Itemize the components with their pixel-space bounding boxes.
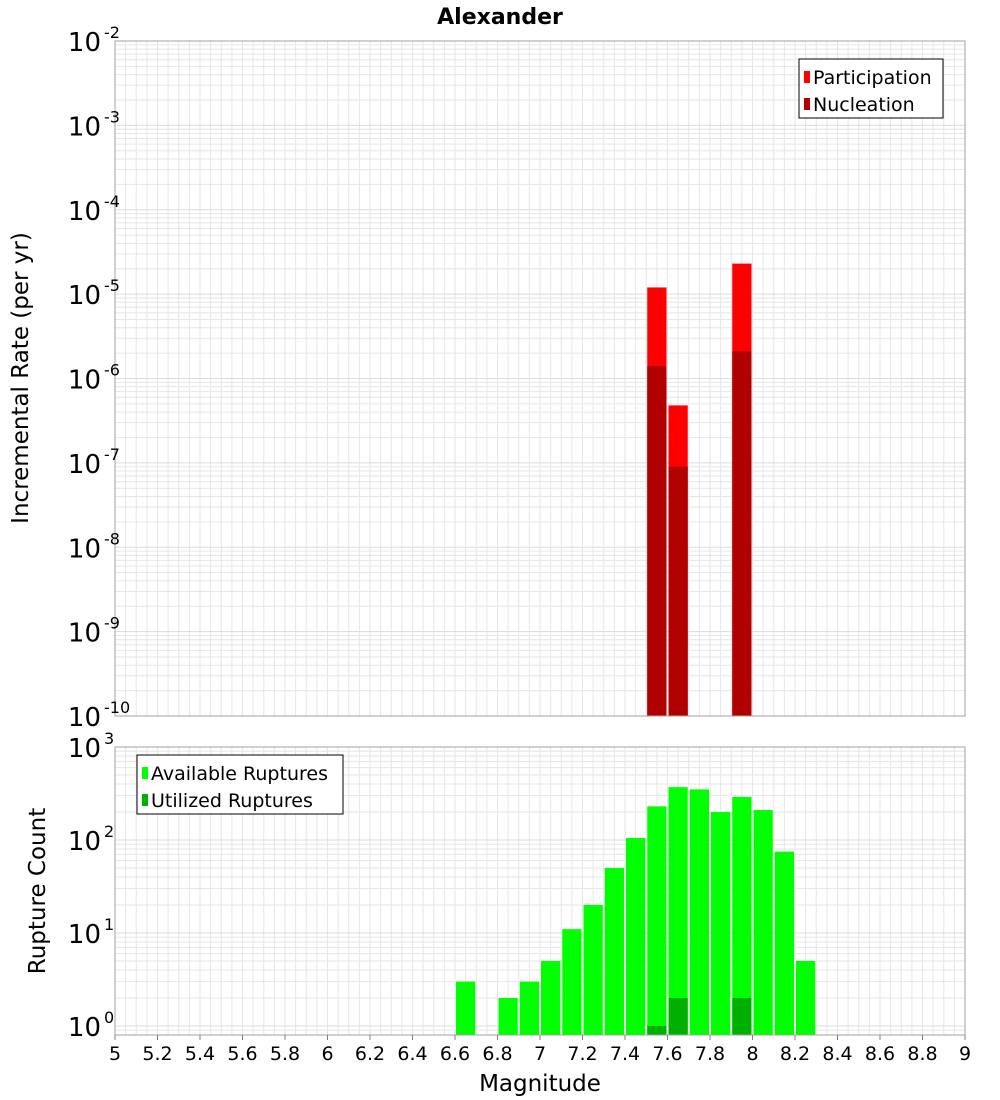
- x-tick-label: 6: [321, 1043, 333, 1065]
- y-tick-label: 10: [68, 827, 101, 857]
- legend-label: Available Ruptures: [151, 763, 328, 785]
- y-tick-label: 10: [68, 197, 101, 227]
- y-tick-label: 10: [68, 28, 101, 58]
- available-ruptures-bar: [668, 787, 688, 1035]
- count-panel-bars: [456, 787, 816, 1035]
- rate-panel: 10-210-310-410-510-610-710-810-910-10 In…: [8, 23, 966, 733]
- y-tick-label: 10: [68, 112, 101, 142]
- y-tick-exponent: -9: [104, 614, 120, 633]
- x-tick-label: 5.6: [227, 1043, 257, 1065]
- nucleation-bar: [668, 466, 688, 716]
- available-ruptures-bar: [626, 838, 646, 1035]
- legend-box: [136, 754, 344, 815]
- y-tick-label: 10: [68, 703, 101, 733]
- utilized-ruptures-bar: [647, 1025, 667, 1035]
- legend-label: Utilized Ruptures: [151, 790, 313, 812]
- x-tick-label: 8.2: [780, 1043, 810, 1065]
- y-tick-exponent: 1: [104, 915, 114, 934]
- rate-panel-frame: [114, 40, 966, 717]
- legend-label: Participation: [813, 67, 932, 89]
- rate-panel-y-axis-label: Incremental Rate (per yr): [8, 232, 34, 524]
- y-tick-label: 10: [68, 450, 101, 480]
- y-tick-label: 10: [68, 1013, 101, 1043]
- rate-panel-bars: [647, 263, 752, 716]
- y-tick-exponent: -6: [104, 361, 120, 380]
- y-tick-label: 10: [68, 619, 101, 649]
- rate-panel-y-ticks: 10-210-310-410-510-610-710-810-910-10: [68, 23, 130, 733]
- x-tick-label: 9: [959, 1043, 971, 1065]
- available-ruptures-bar: [796, 960, 816, 1035]
- y-tick-label: 10: [68, 281, 101, 311]
- legend-swatch: [142, 794, 148, 806]
- available-ruptures-bar: [732, 796, 752, 1035]
- x-tick-label: 5.8: [270, 1043, 300, 1065]
- y-tick-exponent: -2: [104, 23, 120, 42]
- y-tick-exponent: -4: [104, 192, 120, 211]
- x-tick-label: 7.2: [567, 1043, 597, 1065]
- y-tick-exponent: 2: [104, 822, 114, 841]
- x-axis-ticks: 5 5.2 5.4 5.6 5.8 6 6.2 6.4 6.6 6.8 7 7.2 7.4 7.6 7.8 8…: [109, 1035, 971, 1065]
- chart-title: Alexander: [437, 5, 563, 30]
- rate-panel-legend: Participation Nucleation: [798, 58, 944, 119]
- x-tick-label: 8.4: [822, 1043, 852, 1065]
- x-tick-label: 5.2: [142, 1043, 172, 1065]
- y-tick-label: 10: [68, 534, 101, 564]
- y-tick-exponent: -5: [104, 276, 120, 295]
- available-ruptures-bar: [456, 981, 476, 1035]
- x-tick-label: 8.8: [907, 1043, 937, 1065]
- available-ruptures-bar: [604, 867, 624, 1035]
- count-panel-legend: Available Ruptures Utilized Ruptures: [136, 754, 344, 815]
- x-tick-label: 6.6: [440, 1043, 470, 1065]
- nucleation-bar: [647, 366, 667, 716]
- x-tick-label: 6.8: [482, 1043, 512, 1065]
- y-tick-exponent: -3: [104, 107, 120, 126]
- x-tick-label: 6.4: [397, 1043, 427, 1065]
- legend-label: Nucleation: [813, 94, 915, 116]
- legend-box: [798, 58, 944, 119]
- available-ruptures-bar: [774, 851, 794, 1035]
- x-tick-label: 7.6: [652, 1043, 682, 1065]
- available-ruptures-bar: [711, 812, 731, 1035]
- nucleation-bar: [732, 351, 752, 716]
- utilized-ruptures-bar: [668, 997, 688, 1035]
- available-ruptures-bar: [541, 960, 561, 1035]
- count-panel-grid: [114, 747, 966, 1036]
- y-tick-exponent: -7: [104, 445, 120, 464]
- x-tick-label: 7.4: [610, 1043, 640, 1065]
- y-tick-label: 10: [68, 366, 101, 396]
- legend-swatch: [804, 98, 810, 110]
- legend-swatch: [804, 71, 810, 83]
- available-ruptures-bar: [689, 789, 709, 1035]
- x-tick-label: 6.2: [355, 1043, 385, 1065]
- x-tick-label: 7.8: [695, 1043, 725, 1065]
- count-panel-y-axis-label: Rupture Count: [25, 808, 51, 974]
- y-tick-exponent: -8: [104, 529, 120, 548]
- available-ruptures-bar: [647, 806, 667, 1035]
- y-tick-exponent: 0: [104, 1008, 114, 1027]
- y-tick-label: 10: [68, 734, 101, 764]
- available-ruptures-bar: [753, 810, 773, 1035]
- x-tick-label: 7: [534, 1043, 546, 1065]
- available-ruptures-bar: [583, 904, 603, 1035]
- x-tick-label: 8.6: [865, 1043, 895, 1065]
- y-tick-exponent: -10: [104, 698, 130, 717]
- available-ruptures-bar: [519, 981, 539, 1035]
- utilized-ruptures-bar: [732, 997, 752, 1035]
- rate-panel-grid: [114, 41, 966, 717]
- x-tick-label: 5: [109, 1043, 121, 1065]
- y-tick-exponent: 3: [104, 729, 114, 748]
- x-axis-label: Magnitude: [479, 1071, 601, 1097]
- x-tick-label: 5.4: [185, 1043, 215, 1065]
- available-ruptures-bar: [562, 929, 582, 1035]
- available-ruptures-bar: [498, 997, 518, 1035]
- x-tick-label: 8: [746, 1043, 758, 1065]
- legend-swatch: [142, 767, 148, 779]
- y-tick-label: 10: [68, 920, 101, 950]
